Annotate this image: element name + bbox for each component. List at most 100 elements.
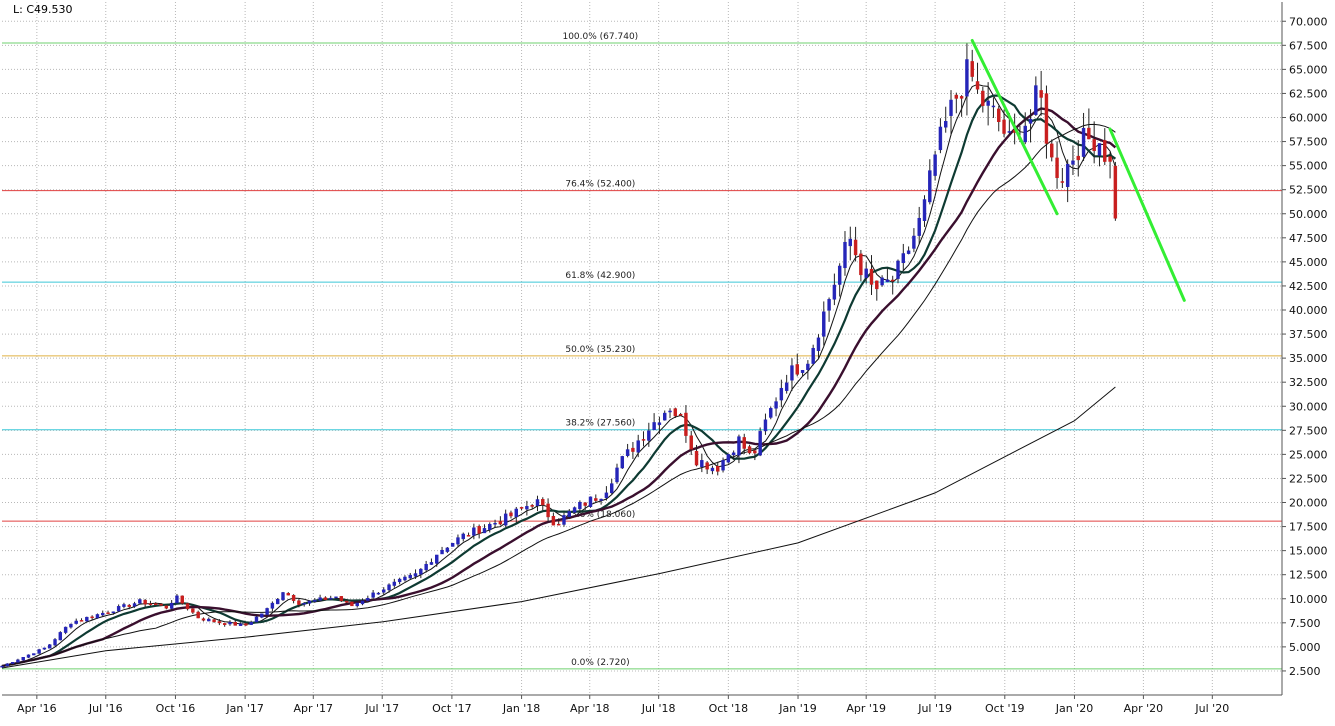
x-tick-label: Jan '17 xyxy=(225,702,263,715)
candle-body xyxy=(737,436,741,456)
fib-level-label: 23.6% (18.060) xyxy=(565,510,635,520)
y-tick-label: 70.000 xyxy=(1289,15,1328,28)
candle-body xyxy=(753,450,757,454)
candle-body xyxy=(79,620,84,622)
candle-body xyxy=(535,499,540,506)
candle-body xyxy=(509,512,513,517)
candle-body xyxy=(880,277,884,286)
y-tick-label: 25.000 xyxy=(1289,448,1328,461)
x-tick-label: Jul '18 xyxy=(641,702,676,715)
candle-body xyxy=(159,603,163,606)
candle-body xyxy=(21,656,25,661)
candle-body xyxy=(896,260,900,279)
fib-level-label: 100.0% (67.740) xyxy=(562,32,638,42)
candle-body xyxy=(1044,93,1049,144)
candle-body xyxy=(954,94,959,99)
candle-body xyxy=(790,365,794,381)
y-tick-label: 47.500 xyxy=(1289,232,1328,245)
candle-body xyxy=(944,121,948,128)
last-price-label: L: C49.530 xyxy=(13,3,73,16)
x-tick-label: Jul '17 xyxy=(364,702,399,715)
candle-body xyxy=(397,578,402,583)
y-tick-label: 57.500 xyxy=(1289,136,1328,149)
candle-body xyxy=(286,593,291,596)
candle-body xyxy=(191,608,195,613)
candle-body xyxy=(371,592,375,598)
candle-body xyxy=(260,613,264,618)
candle-body xyxy=(1065,163,1070,187)
candle-body xyxy=(302,603,306,605)
candle-body xyxy=(435,554,439,564)
candle-body xyxy=(1039,90,1043,98)
x-tick-label: Jul '16 xyxy=(88,702,123,715)
candle-body xyxy=(774,401,778,409)
candle-body xyxy=(313,599,317,602)
candle-body xyxy=(678,413,683,416)
candle-body xyxy=(169,602,174,609)
candle-body xyxy=(132,603,137,607)
y-tick-label: 37.500 xyxy=(1289,328,1328,341)
candle-body xyxy=(360,600,365,605)
candle-body xyxy=(991,105,996,108)
candle-body xyxy=(164,605,169,609)
candle-body xyxy=(1034,85,1038,115)
candle-body xyxy=(1050,143,1054,158)
candle-body xyxy=(1113,165,1118,219)
x-tick-label: Oct '17 xyxy=(432,702,472,715)
candle-body xyxy=(148,603,153,605)
candle-body xyxy=(244,623,248,626)
candle-body xyxy=(498,521,503,525)
candle-body xyxy=(318,597,322,601)
fib-level-label: 61.8% (42.900) xyxy=(565,271,635,281)
candle-body xyxy=(180,595,184,604)
candle-body xyxy=(392,581,397,586)
candle-body xyxy=(450,543,455,547)
candle-body xyxy=(594,498,598,501)
candle-body xyxy=(986,100,990,106)
candle-body xyxy=(85,616,89,622)
candle-body xyxy=(901,253,906,264)
candle-body xyxy=(143,599,147,605)
candle-body xyxy=(816,337,821,351)
y-tick-label: 7.500 xyxy=(1289,617,1321,630)
candle-body xyxy=(281,592,285,601)
candle-body xyxy=(90,616,94,619)
candle-body xyxy=(175,595,179,604)
candle-body xyxy=(196,611,200,619)
candle-body xyxy=(641,439,646,441)
candle-body xyxy=(928,170,932,203)
x-tick-label: Oct '18 xyxy=(709,702,749,715)
candle-body xyxy=(207,618,211,622)
candle-body xyxy=(503,513,508,526)
candle-body xyxy=(440,549,444,555)
candle-body xyxy=(48,644,52,649)
candle-body xyxy=(424,563,428,571)
x-tick-label: Jul '19 xyxy=(917,702,952,715)
y-tick-label: 52.500 xyxy=(1289,184,1328,197)
candle-body xyxy=(615,467,619,483)
candle-body xyxy=(588,496,593,507)
candle-body xyxy=(890,279,895,282)
candle-body xyxy=(864,268,868,278)
candle-body xyxy=(530,505,534,507)
y-tick-label: 17.500 xyxy=(1289,521,1328,534)
candle-body xyxy=(355,602,359,607)
candle-body xyxy=(344,600,349,603)
x-tick-label: Jan '20 xyxy=(1055,702,1093,715)
candle-body xyxy=(270,602,275,609)
candle-body xyxy=(0,665,4,668)
x-tick-label: Apr '19 xyxy=(846,702,886,715)
candle-body xyxy=(663,412,667,421)
candle-body xyxy=(297,600,301,605)
candle-body xyxy=(37,649,41,654)
candlesticks xyxy=(0,43,1118,668)
y-tick-label: 45.000 xyxy=(1289,256,1328,269)
candle-body xyxy=(106,612,110,614)
y-tick-label: 27.500 xyxy=(1289,424,1328,437)
candle-body xyxy=(482,528,487,534)
candle-body xyxy=(668,410,672,413)
candle-body xyxy=(763,419,768,432)
candle-body xyxy=(567,511,571,517)
candle-body xyxy=(647,430,651,441)
